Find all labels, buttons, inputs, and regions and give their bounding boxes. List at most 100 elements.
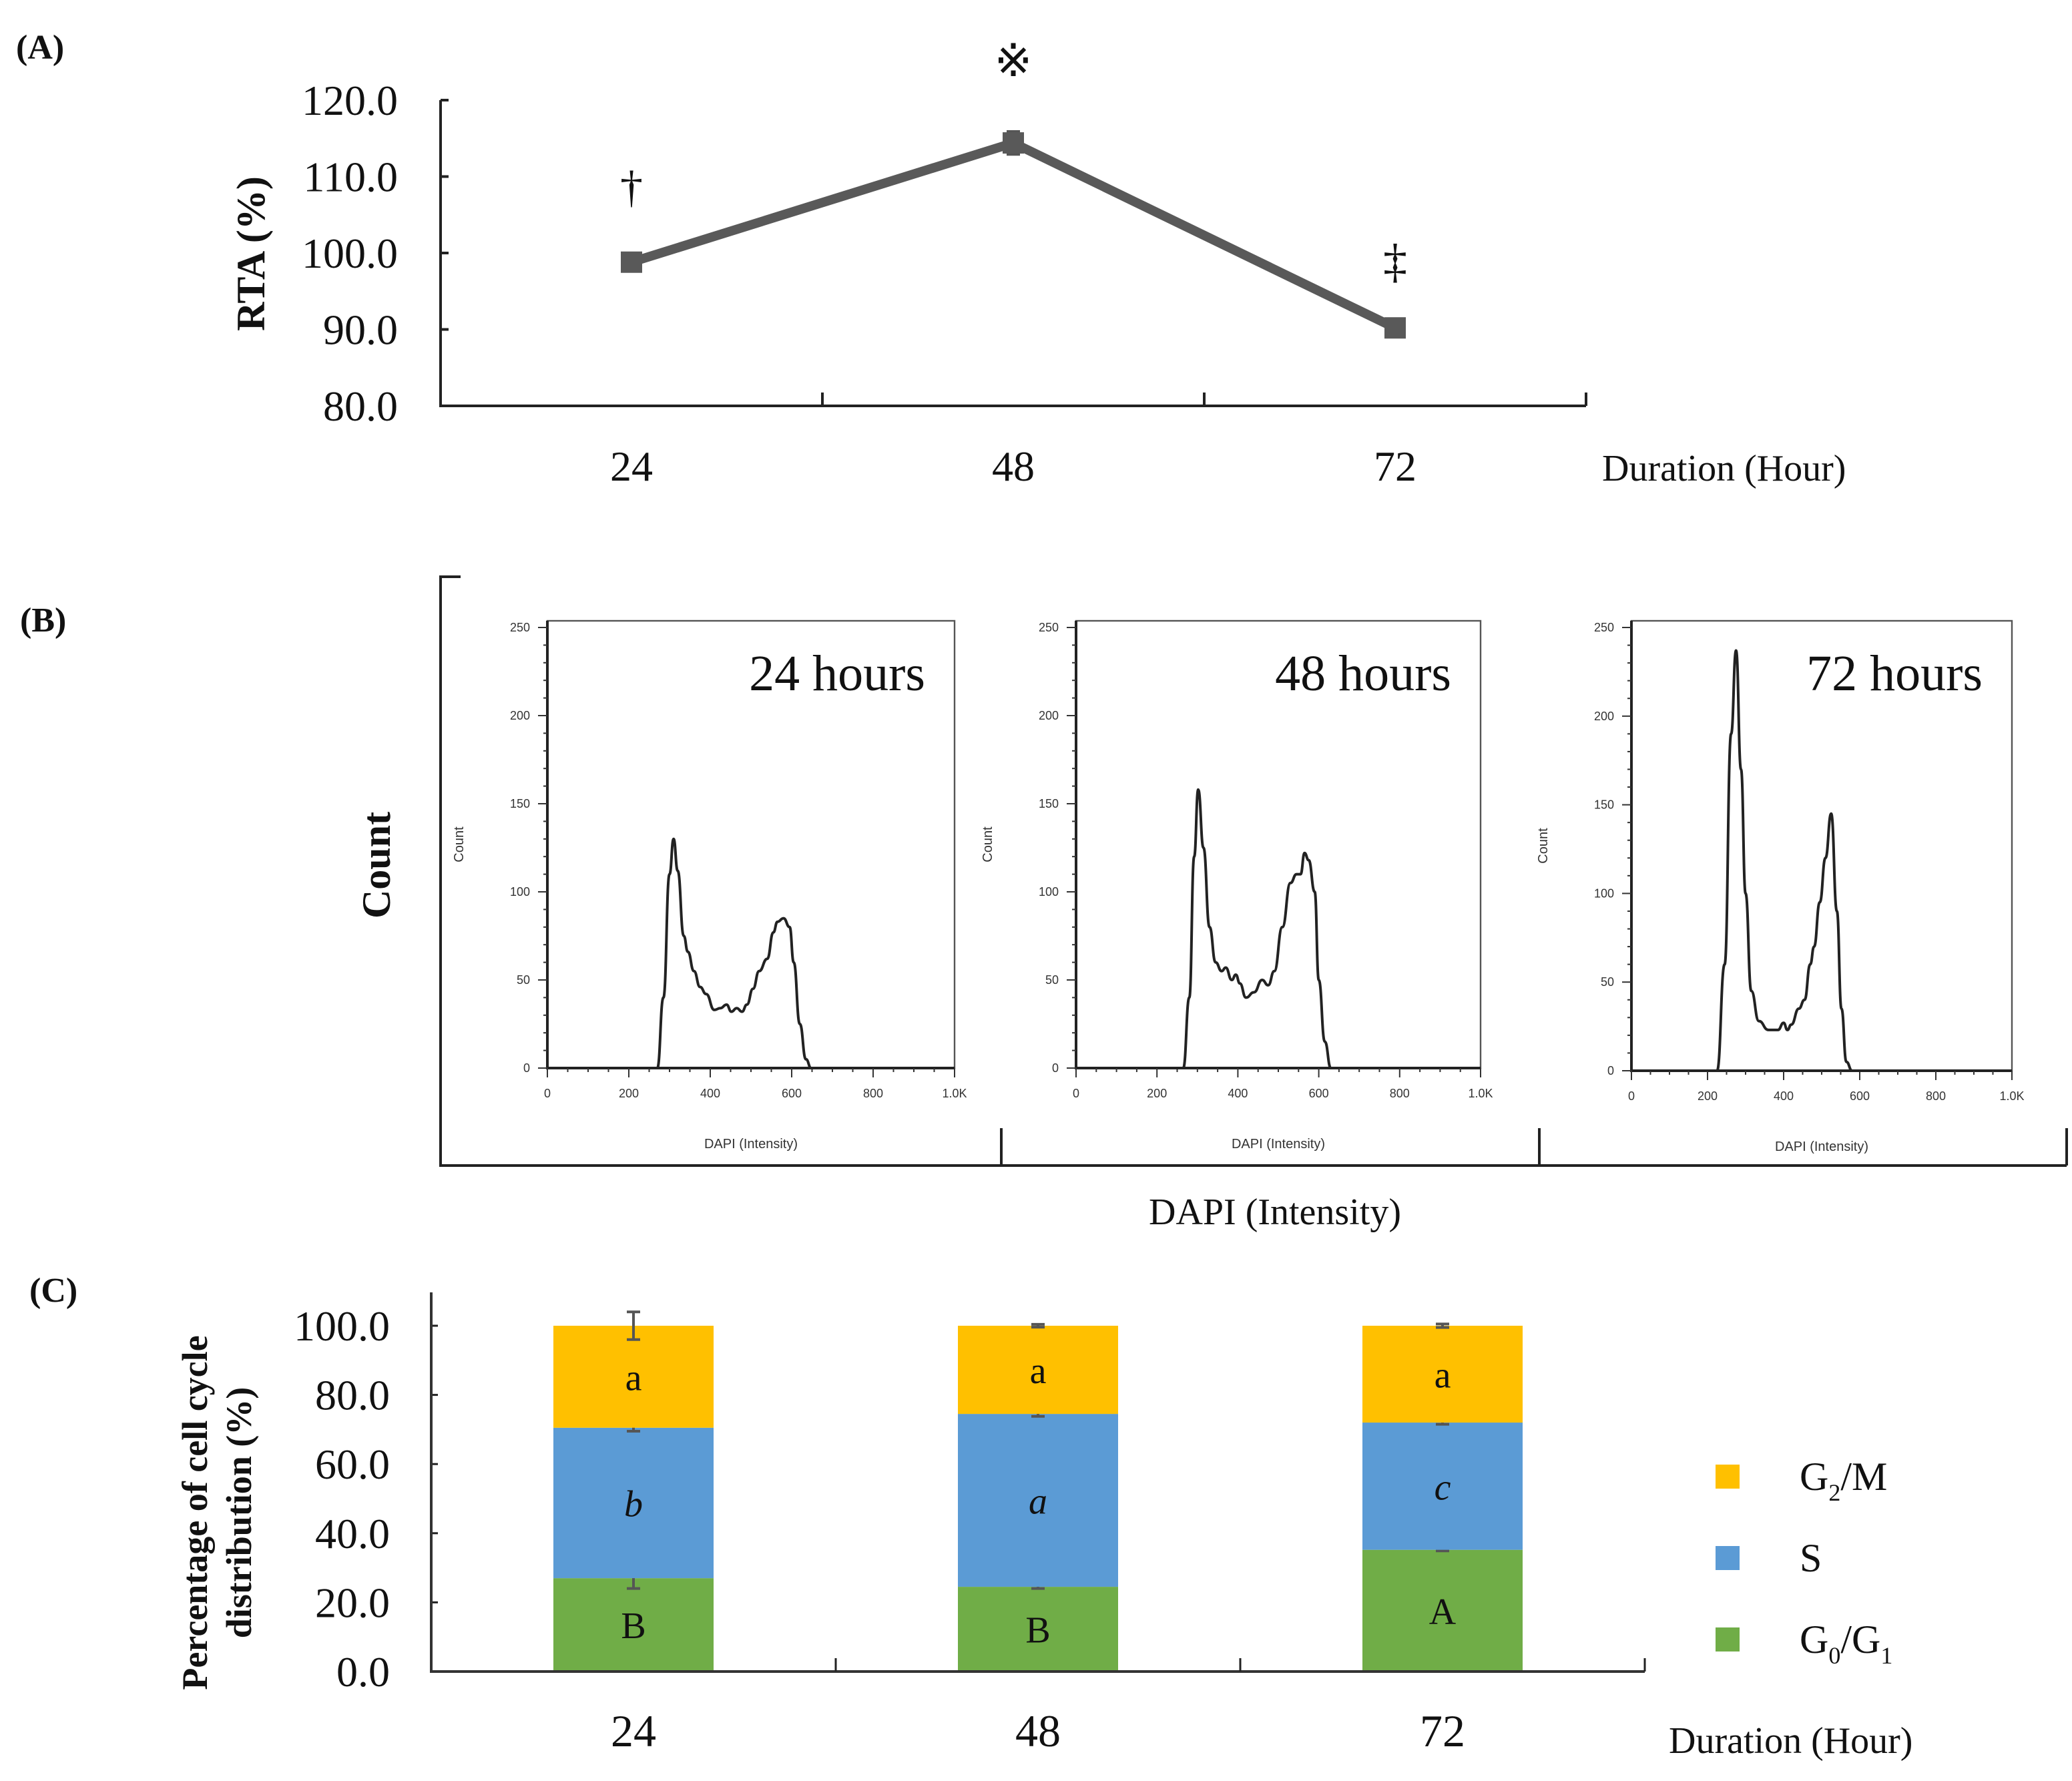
bar-segment-letter: B [621,1605,645,1647]
panel-a-x-tick-label: 24 [610,443,653,490]
panel-a-y-tick-label: 110.0 [303,154,398,201]
legend-item-S: S [1716,1536,1822,1580]
bar-segment-letter: B [1025,1610,1050,1651]
bar-segment-letter: b [624,1483,643,1525]
panel-c-y-tick-label: 80.0 [315,1372,390,1419]
histogram-x-tick-label: 800 [1926,1089,1946,1103]
histogram-x-tick-label: 0 [544,1087,551,1100]
histogram-x-tick-label: 1.0K [1468,1087,1493,1100]
panel-c-y-tick-label: 100.0 [294,1302,390,1350]
bar-error-bar [1031,1322,1045,1329]
histogram-y-axis-title: Count [1536,828,1551,864]
panel-a-y-tick-label: 90.0 [323,306,398,354]
panel-c-x-tick-label: 24 [611,1706,656,1756]
panel-a-significance-mark: ※ [995,35,1033,86]
panel-b-y-axis-title: Count [354,812,399,919]
histogram-y-tick-label: 150 [1039,797,1059,810]
histogram-curve [1708,649,1868,1072]
histogram-y-tick-label: 50 [517,973,530,987]
panel-a-data-point [1003,132,1024,154]
histogram-x-tick-label: 0 [1628,1089,1635,1103]
bar-segment-letter: A [1429,1591,1457,1633]
histogram-x-tick-label: 400 [1228,1087,1248,1100]
panel-c-y-tick-label: 0.0 [336,1648,390,1696]
histogram-x-tick-label: 200 [619,1087,639,1100]
panel-a-data-point [621,251,642,273]
histogram-x-tick-label: 0 [1073,1087,1079,1100]
histogram-x-tick-label: 1.0K [942,1087,967,1100]
histogram-x-tick-label: 600 [782,1087,802,1100]
bar-error-bar [627,1310,640,1341]
histogram-y-tick-label: 100 [1039,885,1059,899]
histogram-48-hours: 0 50 100 150 200 250 0 200 400 600 800 1.0K Count DAP… [981,619,1493,1152]
histogram-y-tick-label: 250 [1594,621,1614,634]
legend-swatch [1716,1627,1740,1651]
panel-a-x-axis-title: Duration (Hour) [1602,448,1846,489]
legend-label: G0/G1 [1800,1617,1892,1669]
legend-label: G2/M [1800,1455,1887,1506]
panel-c-x-axis-title: Duration (Hour) [1669,1720,1912,1762]
histogram-x-tick-label: 600 [1309,1087,1329,1100]
histogram-y-tick-label: 0 [1607,1064,1614,1077]
histogram-y-tick-label: 150 [510,797,530,810]
panel-b-label: (B) [20,601,66,640]
histogram-72-hours: 0 50 100 150 200 250 0 200 400 600 800 1.0K Count DAP… [1536,619,2025,1154]
histogram-y-tick-label: 150 [1594,798,1614,812]
histogram-title: 72 hours [1806,646,1983,702]
histogram-x-tick-label: 200 [1147,1087,1167,1100]
histogram-title: 24 hours [749,646,925,702]
histogram-y-tick-label: 100 [510,885,530,899]
histogram-curve [1173,788,1339,1069]
bar-segment-G2-M [1362,1326,1523,1423]
histogram-x-tick-label: 1.0K [1999,1089,2024,1103]
bar-segment-letter: c [1435,1467,1451,1508]
histogram-y-tick-label: 250 [1039,621,1059,634]
panel-a-significance-mark: † [620,162,643,212]
bar-segment-G0-G1 [553,1578,714,1672]
legend-label: S [1800,1536,1822,1580]
histogram-x-tick-label: 800 [863,1087,883,1100]
histogram-x-axis-title: DAPI (Intensity) [1775,1139,1868,1154]
panel-c-label: (C) [29,1272,77,1310]
histogram-y-tick-label: 200 [1594,710,1614,723]
panel-c-y-tick-label: 40.0 [315,1510,390,1557]
histogram-x-axis-title: DAPI (Intensity) [704,1137,798,1152]
histogram-y-tick-label: 50 [1601,975,1614,989]
histogram-x-tick-label: 400 [1774,1089,1794,1103]
histogram-y-tick-label: 200 [510,709,530,722]
bar-segment-S [553,1427,714,1579]
bar-segment-G0-G1 [1362,1549,1523,1672]
panel-a-y-tick-label: 80.0 [323,383,398,430]
panel-c-y-axis-title-line2: distribution (%) [219,1387,259,1639]
bar-segment-G2-M [958,1326,1118,1415]
bar-segment-letter: a [1029,1481,1047,1523]
histogram-24-hours: 0 50 100 150 200 250 0 200 400 600 800 1.0K Count DAP… [452,619,967,1152]
histogram-y-axis-title: Count [981,826,995,862]
panel-c-y-tick-label: 20.0 [315,1579,390,1626]
histogram-y-tick-label: 0 [1052,1061,1059,1075]
panel-a: (A) RTA (%) Duration (Hour) 80.0 90.0 100.… [16,29,1846,490]
histogram-x-axis-title: DAPI (Intensity) [1232,1137,1325,1152]
histogram-curve [649,837,832,1069]
bar-segment-S [1362,1423,1523,1550]
legend-swatch [1716,1546,1740,1570]
panel-c: (C) Percentage of cell cycle distributio… [29,1272,1912,1762]
legend-swatch [1716,1465,1740,1489]
panel-a-series-line [629,138,1398,332]
bar-segment-G0-G1 [958,1587,1118,1672]
histogram-y-tick-label: 250 [510,621,530,634]
histogram-x-tick-label: 200 [1698,1089,1718,1103]
legend-item-G0-G1: G0/G1 [1716,1617,1892,1669]
bar-error-bar [1436,1322,1449,1329]
panel-b-x-axis-title: DAPI (Intensity) [1149,1192,1401,1233]
panel-a-label: (A) [16,29,64,67]
bar-segment-letter: a [625,1357,642,1398]
histogram-x-tick-label: 600 [1850,1089,1870,1103]
bar-segment-G2-M [553,1326,714,1428]
panel-a-significance-mark: ‡ [1383,234,1407,288]
panel-a-y-axis-title: RTA (%) [229,176,273,331]
panel-c-y-axis-title-line1: Percentage of cell cycle [175,1335,215,1690]
panel-b: (B) Count DAPI (Intensity) 0 50 100 150 200 2… [20,575,2068,1233]
panel-c-y-tick-label: 60.0 [315,1441,390,1488]
